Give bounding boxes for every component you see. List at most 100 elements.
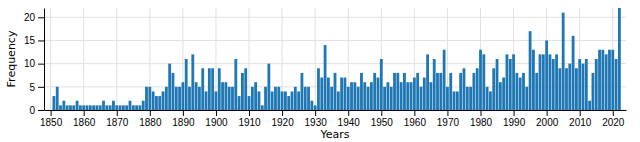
bar [377,78,380,110]
grid-line-x [83,8,84,110]
bar [99,105,102,110]
bar [439,73,442,110]
bar [410,82,413,110]
x-tick-label: 1980 [470,117,493,128]
bar [248,96,251,110]
bar [588,101,591,110]
x-tick-label: 1950 [371,117,394,128]
x-tick-label: 1960 [404,117,427,128]
bar [390,87,393,110]
x-tick-label: 2010 [569,117,592,128]
x-tick-mark [447,110,448,116]
grid-line-x [182,8,183,110]
bar [218,68,221,110]
bar [615,59,618,110]
bar [486,87,489,110]
bar [499,82,502,110]
bar [525,87,528,110]
bar [489,91,492,110]
bar [188,87,191,110]
y-tick: 15 [24,35,44,46]
bar [112,101,115,110]
y-tick: 20 [24,12,44,23]
x-tick-label: 1850 [40,117,63,128]
bar [165,87,168,110]
bar [264,87,267,110]
bar [274,87,277,110]
bar [400,82,403,110]
x-tick: 1910 [238,110,261,128]
bar [267,64,270,110]
x-tick-mark [249,110,250,116]
bar [532,50,535,110]
bar [572,36,575,110]
bar [360,73,363,110]
bar [301,73,304,110]
bar [66,105,69,110]
bar [261,105,264,110]
bar [515,73,518,110]
bar [172,73,175,110]
bar [205,91,208,110]
x-tick: 1950 [371,110,394,128]
bar [152,91,155,110]
bar [79,105,82,110]
bar [115,105,118,110]
bar [380,59,383,110]
bar [463,68,466,110]
x-tick-mark [613,110,614,116]
bar [307,87,310,110]
x-tick-label: 1970 [437,117,460,128]
bar [320,78,323,110]
x-tick-label: 1880 [139,117,162,128]
y-tick-mark [38,110,44,111]
bar [605,54,608,110]
grid-line-x [414,8,415,110]
bar [618,8,621,110]
bar [191,54,194,110]
bar [363,82,366,110]
grid-line-x [249,8,250,110]
bar [317,68,320,110]
grid-line-x [579,8,580,110]
bar [420,87,423,110]
bar [56,87,59,110]
x-tick-label: 1890 [172,117,195,128]
bar [582,64,585,110]
bar [238,96,241,110]
bar [105,105,108,110]
bar [502,78,505,110]
bar [575,68,578,110]
bar [449,73,452,110]
bar [198,87,201,110]
x-tick-mark [580,110,581,116]
bar [102,101,105,110]
x-tick-mark [117,110,118,116]
bar [529,31,532,110]
x-tick: 1870 [106,110,129,128]
x-tick: 1940 [338,110,361,128]
y-tick-label: 5 [29,82,35,93]
bar [287,96,290,110]
chart: 1850186018701880189019001910192019301940… [0,0,640,142]
bar [340,78,343,110]
x-tick-mark [481,110,482,116]
bar [370,82,373,110]
x-tick: 2020 [602,110,625,128]
bar [82,105,85,110]
bar [562,13,565,110]
bar [592,73,595,110]
bar [429,82,432,110]
grid-line-x [513,8,514,110]
x-tick: 1860 [73,110,96,128]
bar [195,82,198,110]
bar [416,73,419,110]
bar [403,73,406,110]
bar [542,54,545,110]
bar [469,87,472,110]
x-tick-mark [51,110,52,116]
grid-line-y [44,17,626,18]
y-tick: 10 [24,58,44,69]
x-tick-mark [514,110,515,116]
y-tick: 0 [29,105,44,116]
